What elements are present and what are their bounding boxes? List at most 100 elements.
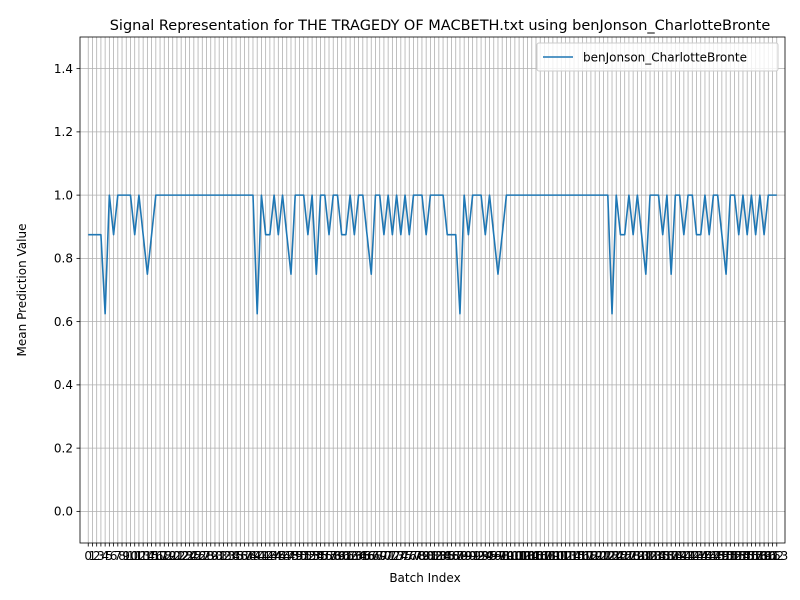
x-tick-label: 15	[144, 549, 159, 563]
x-tick-label: 29	[203, 549, 218, 563]
x-tick-label: 104	[516, 549, 539, 563]
x-tick-label: 69	[372, 549, 387, 563]
x-tick-label: 8	[118, 549, 126, 563]
x-tick-label: 78	[410, 549, 425, 563]
x-tick-label: 105	[520, 549, 543, 563]
x-tick-label: 53	[304, 549, 319, 563]
x-tick-label: 28	[199, 549, 214, 563]
x-tick-label: 51	[296, 549, 311, 563]
x-tick-label: 138	[660, 549, 683, 563]
x-tick-label: 4	[101, 549, 109, 563]
x-tick-label: 30	[207, 549, 222, 563]
y-tick-label: 0.0	[54, 505, 73, 519]
x-tick-label: 23	[178, 549, 193, 563]
x-tick-label: 11	[127, 549, 142, 563]
x-tick-label: 110	[541, 549, 564, 563]
x-tick-label: 37	[237, 549, 252, 563]
x-tick-label: 148	[702, 549, 725, 563]
x-tick-label: 145	[689, 549, 712, 563]
x-tick-label: 122	[592, 549, 615, 563]
x-tick-label: 58	[326, 549, 341, 563]
x-tick-label: 100	[499, 549, 522, 563]
x-tick-label: 10	[123, 549, 138, 563]
x-tick-label: 131	[630, 549, 653, 563]
x-tick-label: 128	[617, 549, 640, 563]
x-tick-label: 47	[279, 549, 294, 563]
x-tick-label: 136	[651, 549, 674, 563]
x-tick-label: 32	[216, 549, 231, 563]
x-tick-label: 102	[508, 549, 531, 563]
x-tick-label: 133	[639, 549, 662, 563]
x-tick-label: 0	[84, 549, 92, 563]
x-tick-label: 14	[140, 549, 155, 563]
x-tick-label: 71	[381, 549, 396, 563]
y-tick-label: 1.0	[54, 188, 73, 202]
x-tick-label: 127	[613, 549, 636, 563]
x-tick-label: 89	[457, 549, 472, 563]
x-tick-label: 75	[397, 549, 412, 563]
x-tick-label: 13	[136, 549, 151, 563]
x-tick-label: 12	[131, 549, 146, 563]
x-tick-label: 161	[757, 549, 780, 563]
x-tick-label: 139	[664, 549, 687, 563]
y-tick-label: 0.8	[54, 252, 73, 266]
y-tick-label: 0.2	[54, 441, 73, 455]
x-tick-label: 93	[473, 549, 488, 563]
x-tick-label: 137	[655, 549, 678, 563]
x-tick-label: 91	[465, 549, 480, 563]
x-tick-label: 49	[288, 549, 303, 563]
x-tick-label: 154	[727, 549, 750, 563]
x-tick-label: 2	[93, 549, 101, 563]
x-tick-label: 19	[161, 549, 176, 563]
x-tick-label: 114	[558, 549, 581, 563]
x-tick-label: 66	[359, 549, 374, 563]
x-tick-label: 60	[334, 549, 349, 563]
x-tick-label: 103	[512, 549, 535, 563]
x-tick-label: 68	[368, 549, 383, 563]
x-tick-label: 158	[744, 549, 767, 563]
x-tick-label: 18	[157, 549, 172, 563]
x-tick-label: 54	[309, 549, 324, 563]
x-tick-label: 109	[537, 549, 560, 563]
x-tick-label: 113	[554, 549, 577, 563]
x-tick-label: 106	[525, 549, 548, 563]
x-axis-ticks: 0123456789101112131415161718192021222324…	[84, 543, 788, 563]
x-tick-label: 62	[342, 549, 357, 563]
x-tick-label: 22	[174, 549, 189, 563]
x-tick-label: 83	[431, 549, 446, 563]
x-tick-label: 162	[761, 549, 784, 563]
x-tick-label: 64	[351, 549, 366, 563]
x-tick-label: 16	[148, 549, 163, 563]
y-tick-label: 0.4	[54, 378, 73, 392]
x-tick-label: 81	[423, 549, 438, 563]
x-tick-label: 20	[165, 549, 180, 563]
x-tick-label: 141	[672, 549, 695, 563]
y-tick-label: 1.4	[54, 62, 73, 76]
x-tick-label: 25	[186, 549, 201, 563]
x-tick-label: 63	[347, 549, 362, 563]
x-tick-label: 111	[546, 549, 569, 563]
x-tick-label: 94	[478, 549, 493, 563]
x-tick-label: 59	[330, 549, 345, 563]
chart-title: Signal Representation for THE TRAGEDY OF…	[110, 18, 771, 34]
x-tick-label: 46	[275, 549, 290, 563]
x-tick-label: 41	[254, 549, 269, 563]
x-tick-label: 67	[364, 549, 379, 563]
x-tick-label: 27	[195, 549, 210, 563]
x-tick-label: 24	[182, 549, 197, 563]
x-tick-label: 163	[765, 549, 788, 563]
x-tick-label: 21	[169, 549, 184, 563]
x-tick-label: 82	[427, 549, 442, 563]
x-tick-label: 77	[406, 549, 421, 563]
x-tick-label: 70	[376, 549, 391, 563]
x-tick-label: 130	[626, 549, 649, 563]
x-tick-label: 123	[596, 549, 619, 563]
x-tick-label: 39	[245, 549, 260, 563]
x-tick-label: 95	[482, 549, 497, 563]
x-tick-label: 35	[228, 549, 243, 563]
x-tick-label: 96	[486, 549, 501, 563]
x-tick-label: 50	[292, 549, 307, 563]
x-tick-label: 26	[190, 549, 205, 563]
x-tick-label: 125	[605, 549, 628, 563]
x-tick-label: 5	[106, 549, 114, 563]
